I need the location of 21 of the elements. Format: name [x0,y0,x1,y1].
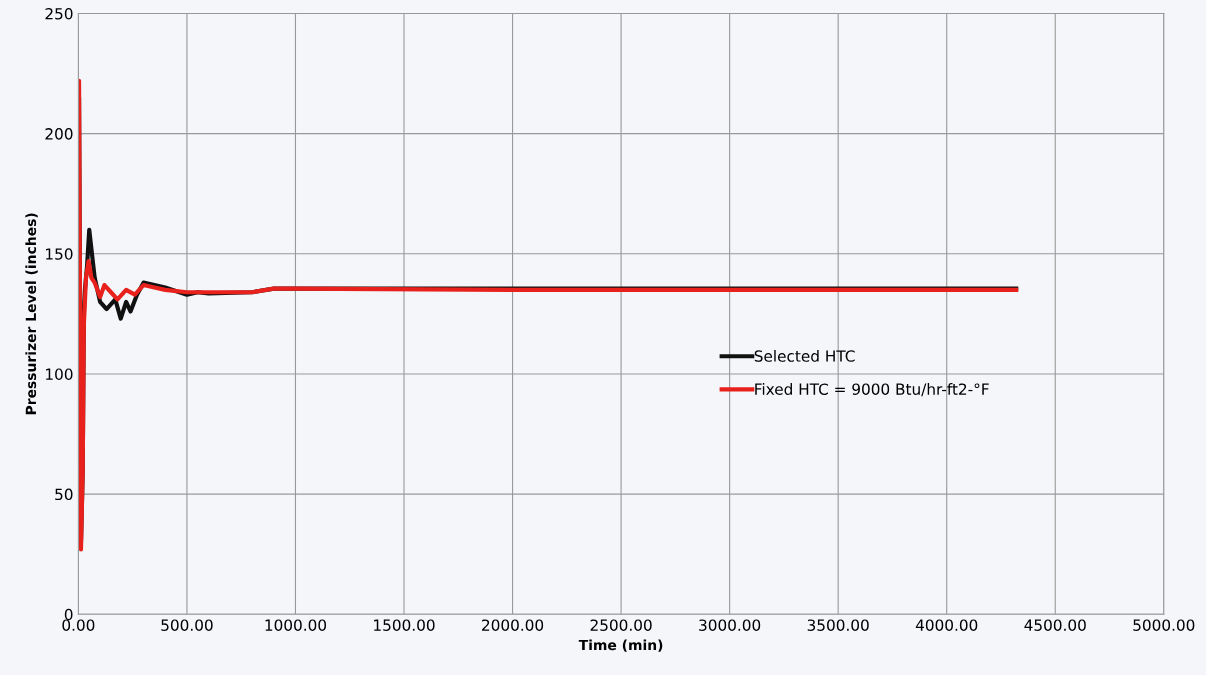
x-tick-label: 500.00 [161,619,213,631]
y-tick-label: 150 [46,248,73,260]
y-tick-label: 200 [45,128,73,140]
x-tick-label: 4500.00 [1024,619,1086,631]
x-axis-title: Time (min) [578,639,663,652]
y-tick-label: 100 [46,368,73,380]
legend-label: Fixed HTC = 9000 Btu/hr-ft2-°F [755,383,989,397]
x-tick-label: 3500.00 [807,619,869,631]
x-tick-label: 1500.00 [374,619,435,631]
legend-label: Selected HTC [754,350,855,362]
x-tick-label: 3000.00 [699,619,761,631]
x-tick-label: 0.00 [62,619,95,631]
y-tick-label: 50 [55,488,73,501]
x-tick-label: 5000.00 [1133,619,1195,631]
x-tick-label: 1000.00 [265,619,327,631]
x-tick-label: 4000.00 [915,619,978,631]
y-axis-title: Pressurizer Level (inches) [25,213,38,415]
y-tick-label: 250 [45,7,73,20]
x-tick-label: 2500.00 [590,619,652,631]
y-tick-label: 0 [64,608,73,621]
x-tick-label: 2000.00 [482,619,544,631]
